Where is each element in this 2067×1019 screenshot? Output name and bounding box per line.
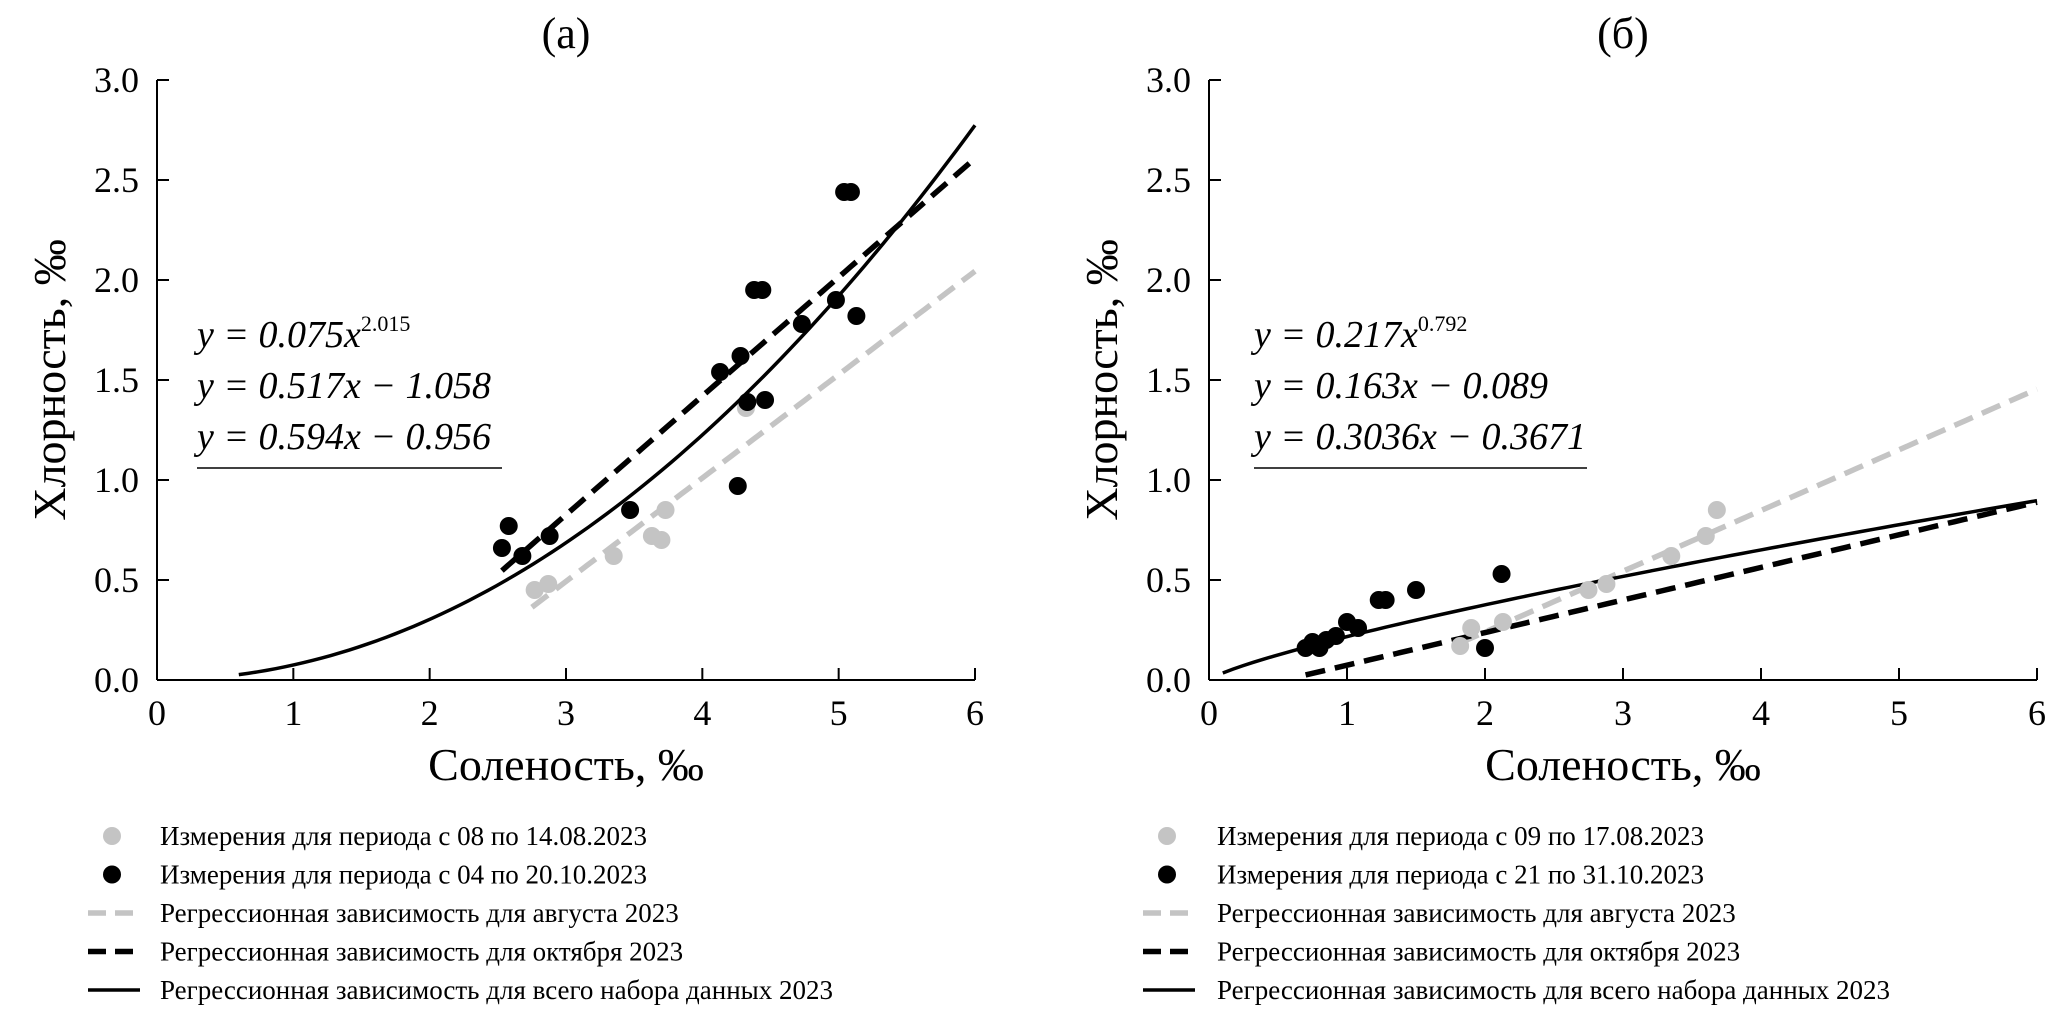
data-point	[1579, 581, 1598, 599]
y-tick-label: 0.0	[94, 660, 139, 700]
chart-panel-2: (б) 0 1 2 3 4 5 6 0.0 0.5 1.0 1.5 2.0 2.5 3.0 Соленость…	[1076, 9, 2046, 1005]
x-tick-label: 4	[693, 693, 711, 733]
x-tick-label: 2	[421, 693, 439, 733]
y-tick-label: 0.5	[94, 560, 139, 600]
data-point	[1707, 501, 1726, 519]
x-tick-label: 6	[2028, 693, 2046, 733]
x-tick-label: 6	[966, 693, 984, 733]
legend-label: Регрессионная зависимость для всего набо…	[1217, 975, 1890, 1005]
legend-label: Измерения для периода с 21 по 31.10.2023	[1217, 860, 1704, 890]
equation-1: y = 0.217x0.792	[1250, 311, 1467, 356]
data-point	[1462, 619, 1481, 637]
y-axis-label: Хлорность, ‰	[24, 239, 75, 520]
legend-label: Регрессионная зависимость для августа 20…	[1217, 898, 1736, 928]
data-point	[826, 291, 845, 309]
equation-2: y = 0.163x − 0.089	[1250, 365, 1548, 407]
x-tick-label: 3	[1614, 693, 1632, 733]
data-point	[540, 527, 559, 545]
data-point	[792, 315, 811, 333]
equation-1: y = 0.075x2.015	[193, 311, 410, 356]
data-point	[1326, 627, 1345, 645]
legend-marker	[1158, 865, 1176, 884]
data-point	[1662, 547, 1681, 565]
x-tick-label: 2	[1476, 693, 1494, 733]
data-point	[513, 547, 532, 565]
data-point	[1476, 639, 1494, 657]
data-point	[1696, 527, 1715, 545]
y-tick-label: 3.0	[94, 60, 139, 100]
panel-label: (а)	[542, 9, 591, 58]
legend-marker	[103, 827, 121, 845]
y-tick-label: 0.0	[1146, 660, 1191, 700]
x-tick-label: 1	[284, 693, 302, 733]
x-tick-label: 5	[830, 693, 848, 733]
y-tick-label: 2.0	[94, 260, 139, 300]
data-point	[756, 391, 775, 409]
legend-marker	[1158, 827, 1176, 845]
legend-label: Измерения для периода с 04 по 20.10.2023	[160, 860, 647, 890]
data-point	[621, 501, 640, 519]
equation-3: y = 0.3036x − 0.3671	[1250, 416, 1586, 458]
data-point	[847, 307, 866, 325]
x-tick-label: 0	[148, 693, 166, 733]
legend-label: Регрессионная зависимость для октября 20…	[160, 937, 683, 967]
x-tick-label: 5	[1890, 693, 1908, 733]
legend-marker	[103, 865, 121, 884]
data-point	[731, 347, 750, 365]
x-axis-label: Соленость, ‰	[428, 739, 704, 790]
x-tick-label: 3	[557, 693, 575, 733]
regression-line-1	[530, 269, 977, 610]
y-tick-label: 2.5	[94, 160, 139, 200]
data-point	[1451, 637, 1470, 655]
y-tick-label: 1.5	[1146, 360, 1191, 400]
regression-line-3	[1222, 498, 2038, 675]
y-tick-label: 2.0	[1146, 260, 1191, 300]
regression-line-3	[238, 124, 977, 677]
y-tick-label: 3.0	[1146, 60, 1191, 100]
legend-label: Регрессионная зависимость для октября 20…	[1217, 937, 1740, 967]
data-point	[738, 393, 757, 411]
legend-label: Измерения для периода с 08 по 14.08.2023	[160, 821, 647, 851]
data-point	[604, 547, 623, 565]
x-tick-label: 1	[1338, 693, 1356, 733]
y-tick-label: 2.5	[1146, 160, 1191, 200]
regression-line-1	[1459, 386, 2039, 646]
y-tick-label: 1.0	[94, 460, 139, 500]
data-point	[499, 517, 518, 535]
y-tick-label: 0.5	[1146, 560, 1191, 600]
y-axis-label: Хлорность, ‰	[1076, 239, 1127, 520]
legend-label: Регрессионная зависимость для августа 20…	[160, 898, 679, 928]
data-point	[1376, 591, 1395, 609]
x-tick-label: 4	[1752, 693, 1770, 733]
equation-3: y = 0.594x − 0.956	[193, 416, 491, 458]
legend-label: Измерения для периода с 09 по 17.08.2023	[1217, 821, 1704, 851]
data-point	[652, 531, 671, 549]
data-point	[728, 477, 747, 495]
data-point	[1349, 619, 1368, 637]
data-point	[492, 539, 511, 557]
y-tick-label: 1.5	[94, 360, 139, 400]
chart-panel-1: (а) 0 1 2 3 4 5 6 0.0 0.5 1.0 1.5 2.0 2.5 3.0 Соленость…	[24, 9, 984, 1005]
data-point	[539, 575, 558, 593]
x-axis-label: Соленость, ‰	[1485, 739, 1761, 790]
data-point	[1407, 581, 1425, 599]
data-point	[841, 183, 860, 201]
data-point	[525, 581, 544, 599]
data-point	[1493, 613, 1512, 631]
x-tick-label: 0	[1200, 693, 1218, 733]
data-point	[1492, 565, 1511, 583]
data-point	[656, 501, 675, 519]
equation-2: y = 0.517x − 1.058	[193, 365, 491, 407]
y-tick-label: 1.0	[1146, 460, 1191, 500]
legend-label: Регрессионная зависимость для всего набо…	[160, 975, 833, 1005]
data-point	[753, 281, 772, 299]
data-point	[711, 363, 730, 381]
data-point	[1597, 575, 1616, 593]
regression-line-2	[1304, 499, 2038, 678]
panel-label: (б)	[1597, 9, 1649, 58]
